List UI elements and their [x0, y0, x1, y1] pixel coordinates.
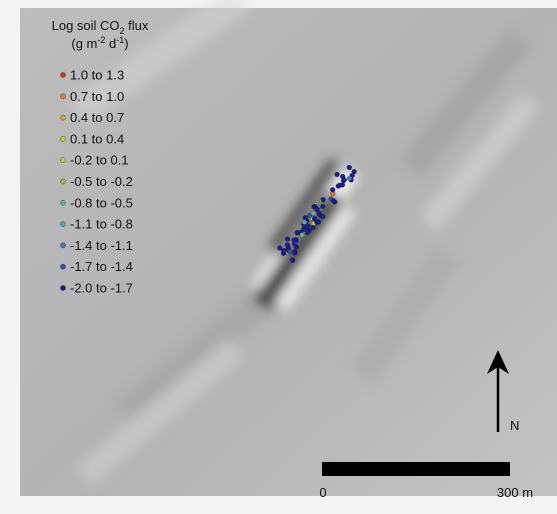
sample-point — [317, 211, 322, 216]
scale-start: 0 — [319, 485, 326, 500]
legend-label: 0.4 to 0.7 — [70, 110, 124, 125]
sample-point — [285, 237, 290, 242]
legend-label: -0.2 to 0.1 — [70, 153, 129, 168]
sample-point — [292, 238, 297, 243]
legend-label: 1.0 to 1.3 — [70, 68, 124, 83]
sample-point — [303, 215, 308, 220]
sample-point — [315, 220, 320, 225]
sample-point — [335, 172, 340, 177]
legend-swatch — [60, 136, 65, 141]
legend: 1.0 to 1.3 0.7 to 1.0 0.4 to 0.7 0.1 to 0.4… — [60, 68, 132, 296]
legend-label: 0.7 to 1.0 — [70, 89, 124, 104]
sample-point — [293, 251, 298, 256]
sample-point — [301, 227, 306, 232]
sample-point — [290, 258, 295, 263]
sample-point — [321, 197, 326, 202]
legend-label: -1.1 to -0.8 — [70, 217, 133, 232]
legend-swatch — [60, 115, 65, 120]
legend-label: -1.7 to -1.4 — [70, 259, 133, 274]
sample-point — [295, 230, 300, 235]
sample-point — [300, 232, 305, 237]
legend-swatch — [60, 264, 65, 269]
sample-point — [302, 220, 307, 225]
sample-point — [331, 198, 336, 203]
sample-point — [281, 248, 286, 253]
map: Log soil CO2 flux (g m-2 d-1) 1.0 to 1.3… — [0, 0, 557, 509]
scale-end: 300 m — [497, 485, 533, 500]
legend-label: -0.8 to -0.5 — [70, 195, 133, 210]
sample-point — [288, 249, 293, 254]
sample-point — [342, 178, 347, 183]
north-label: N — [510, 418, 519, 433]
sample-point — [330, 187, 335, 192]
sample-point — [307, 213, 312, 218]
sample-point — [311, 225, 316, 230]
legend-swatch — [60, 222, 65, 227]
legend-label: -1.4 to -1.1 — [70, 238, 133, 253]
sample-point — [314, 206, 319, 211]
sample-point — [294, 245, 299, 250]
sample-point — [277, 246, 282, 251]
legend-label: 0.1 to 0.4 — [70, 131, 124, 146]
legend-swatch — [60, 94, 65, 99]
sample-point — [320, 204, 325, 209]
legend-swatch — [60, 158, 65, 163]
sample-point — [285, 243, 290, 248]
legend-swatch — [60, 285, 65, 290]
legend-swatch — [60, 243, 65, 248]
legend-label: -0.5 to -0.2 — [70, 174, 133, 189]
legend-swatch — [60, 179, 65, 184]
sample-point — [305, 230, 310, 235]
legend-swatch — [60, 200, 65, 205]
scale-bar — [322, 462, 510, 476]
legend-swatch — [60, 72, 65, 77]
sample-point — [347, 176, 352, 181]
page: Log soil CO2 flux (g m-2 d-1) 1.0 to 1.3… — [0, 0, 557, 509]
legend-label: -2.0 to -1.7 — [70, 281, 133, 296]
sample-point — [347, 165, 352, 170]
sample-point — [337, 183, 342, 188]
